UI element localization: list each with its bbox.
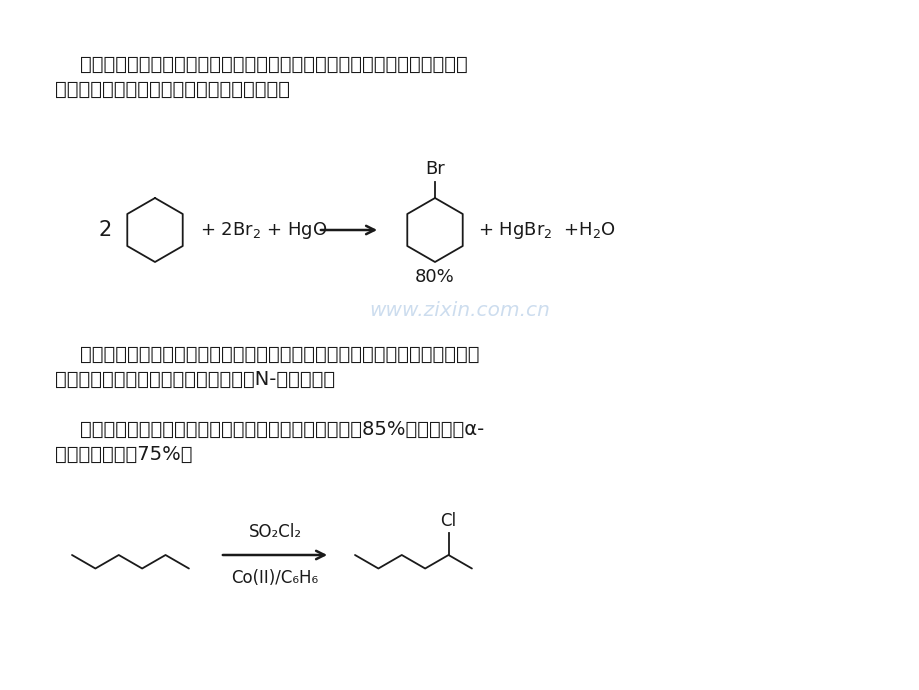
Text: Co(II)/C₆H₆: Co(II)/C₆H₆ xyxy=(232,569,318,587)
Text: + 2Br$_2$ + HgO: + 2Br$_2$ + HgO xyxy=(199,219,327,241)
Text: 烷烃与溴、氧化汞在四氯化碳中回流，以良好产率生成一元溴代烷。反应生: 烷烃与溴、氧化汞在四氯化碳中回流，以良好产率生成一元溴代烷。反应生 xyxy=(55,55,467,74)
Text: 在二价钴络合物催化下，己烷在苯中与硫酰氯反应，以85%的选择生成α-: 在二价钴络合物催化下，己烷在苯中与硫酰氯反应，以85%的选择生成α- xyxy=(55,420,483,439)
Text: Cl: Cl xyxy=(440,512,456,530)
Text: 氯化剂，例如硫酰氯、亚硫酰氯及许多N-氯化物等。: 氯化剂，例如硫酰氯、亚硫酰氯及许多N-氯化物等。 xyxy=(55,370,335,389)
Text: $+$ HgBr$_2$  $+$H$_2$O: $+$ HgBr$_2$ $+$H$_2$O xyxy=(478,219,616,241)
Text: Br: Br xyxy=(425,160,445,178)
Text: 80%: 80% xyxy=(414,268,454,286)
Text: 成的溴化汞容易转变成氧化汞，可循环使用。: 成的溴化汞容易转变成氧化汞，可循环使用。 xyxy=(55,80,289,99)
Text: 由于氯作氯化试剂时，反应的区域选择性较差，新近发现了多种选择性良好的: 由于氯作氯化试剂时，反应的区域选择性较差，新近发现了多种选择性良好的 xyxy=(55,345,479,364)
Text: SO₂Cl₂: SO₂Cl₂ xyxy=(248,523,301,541)
Text: 氯己烷，产率为75%。: 氯己烷，产率为75%。 xyxy=(55,445,192,464)
Text: 2: 2 xyxy=(98,220,111,240)
Text: www.zixin.com.cn: www.zixin.com.cn xyxy=(369,301,550,319)
